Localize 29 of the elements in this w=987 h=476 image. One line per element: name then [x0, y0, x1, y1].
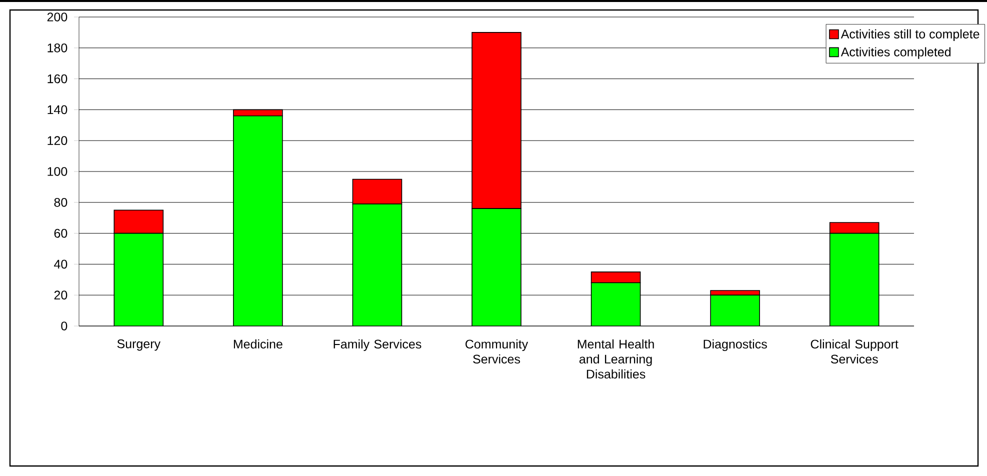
y-tick-label: 100: [48, 167, 68, 176]
bar: [233, 115, 283, 326]
y-tick-label: 80: [54, 198, 68, 207]
bar: [590, 272, 641, 284]
y-tick-label: 160: [48, 74, 68, 84]
y-tick-label: 0: [61, 322, 68, 330]
x-tick-label: Community Services: [466, 339, 528, 364]
legend-label: Activities still to complete: [840, 29, 980, 41]
legend-label: Activities completed: [840, 47, 950, 59]
x-tick-label: Clinical Support Services: [810, 339, 898, 364]
y-tick-label: 20: [54, 290, 68, 300]
x-tick-label: Diagnostics: [704, 339, 767, 352]
bar: [114, 232, 164, 326]
x-tick-label: Medicine: [234, 339, 282, 349]
y-tick-label: 60: [54, 228, 68, 238]
bar: [710, 294, 760, 326]
x-tick-label: Mental Health and Learning Disabilities: [578, 339, 654, 379]
x-tick-label: Surgery: [117, 339, 160, 351]
y-tick-label: 40: [54, 260, 68, 269]
y-tick-label: 140: [48, 105, 68, 114]
y-tick-label: 200: [47, 12, 68, 22]
y-tick-label: 180: [48, 43, 68, 52]
bar: [352, 204, 402, 326]
bar: [590, 282, 641, 326]
y-tick-label: 120: [48, 136, 68, 146]
x-tick-label: Family Services: [334, 339, 422, 352]
bar: [829, 232, 880, 326]
bar: [352, 178, 402, 204]
bar: [472, 208, 522, 326]
